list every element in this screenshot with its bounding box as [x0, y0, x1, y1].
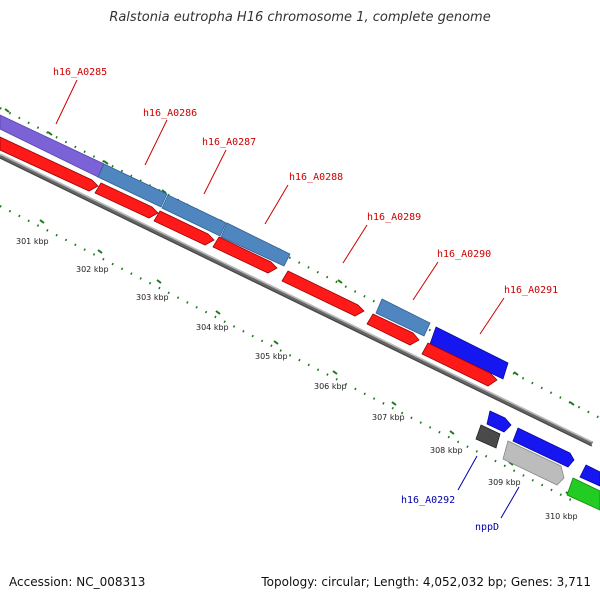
inner-feature-track [0, 136, 498, 387]
gene-label-h16-A0288: h16_A0288 [289, 172, 343, 183]
map-title: Ralstonia eutropha H16 chromosome 1, com… [109, 10, 491, 25]
kbp-label-302: 302 kbp [76, 265, 109, 274]
feature-h16-A0289 [281, 270, 365, 317]
gene-label-h16-A0291: h16_A0291 [504, 285, 558, 296]
feature-h16-A0286 [97, 163, 168, 208]
feature-h16-A0288 [220, 222, 291, 267]
gene-label-nppD: nppD [475, 522, 499, 533]
feature-green [566, 477, 600, 511]
feature-red-4 [212, 236, 278, 274]
feature-blue-edge [579, 464, 600, 487]
feature-h16-A0290 [375, 298, 431, 337]
kbp-label-308: 308 kbp [430, 446, 463, 455]
leader-lines [55, 79, 520, 519]
feature-red-1 [0, 136, 99, 192]
gene-label-h16-A0292: h16_A0292 [401, 495, 455, 506]
feature-h16-A0291 [429, 326, 509, 380]
feature-red-2 [94, 182, 159, 219]
feature-red-6 [366, 313, 420, 346]
kbp-label-306: 306 kbp [314, 382, 347, 391]
feature-nppD [502, 440, 565, 486]
gene-labels: h16_A0285 h16_A0286 h16_A0287 h16_A0288 … [53, 67, 558, 533]
major-ticks-inner [39, 219, 571, 496]
feature-h16-A0287 [161, 194, 227, 237]
kbp-labels: 301 kbp 302 kbp 303 kbp 304 kbp 305 kbp … [16, 237, 578, 521]
gene-label-h16-A0287: h16_A0287 [202, 137, 256, 148]
genome-info-text: Topology: circular; Length: 4,052,032 bp… [261, 575, 591, 589]
feature-h16-A0292 [475, 424, 501, 449]
kbp-label-307: 307 kbp [372, 413, 405, 422]
accession-text: Accession: NC_008313 [9, 575, 146, 589]
outer-feature-track [0, 114, 509, 380]
gene-label-h16-A0289: h16_A0289 [367, 212, 421, 223]
backbone [0, 153, 594, 447]
gene-label-h16-A0290: h16_A0290 [437, 249, 491, 260]
kbp-label-304: 304 kbp [196, 323, 229, 332]
feature-red-7 [421, 342, 498, 387]
outer-tick-track [0, 107, 600, 419]
feature-blue-small [486, 410, 512, 433]
kbp-label-310: 310 kbp [545, 512, 578, 521]
lower-right-features [475, 410, 600, 511]
kbp-label-305: 305 kbp [255, 352, 288, 361]
kbp-label-301: 301 kbp [16, 237, 49, 246]
gene-label-h16-A0285: h16_A0285 [53, 67, 107, 78]
outer-dots [0, 107, 600, 419]
kbp-label-303: 303 kbp [136, 293, 169, 302]
feature-blue-mid [512, 427, 575, 468]
gene-label-h16-A0286: h16_A0286 [143, 108, 197, 119]
feature-red-3 [153, 210, 215, 246]
kbp-label-309: 309 kbp [488, 478, 521, 487]
